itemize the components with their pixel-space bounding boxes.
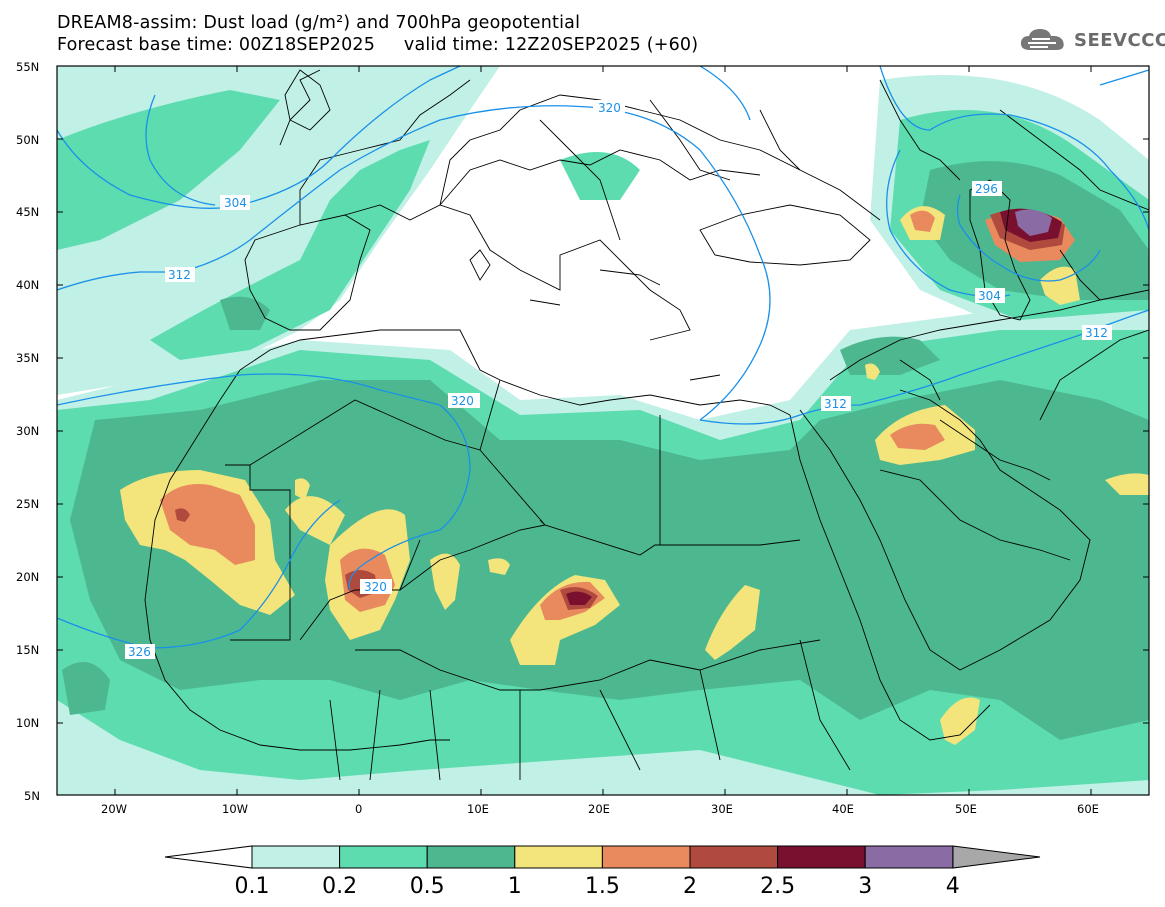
contour-label: 320 [364, 580, 387, 594]
cloud-icon [1020, 29, 1064, 50]
lat-label: 35N [16, 351, 39, 365]
contour-label: 320 [598, 101, 621, 115]
lat-label: 20N [16, 570, 39, 584]
contour-label: 304 [978, 289, 1001, 303]
lon-label: 50E [955, 802, 977, 816]
lat-label: 50N [16, 133, 39, 147]
lat-label: 55N [16, 60, 39, 74]
lon-label: 30E [711, 802, 733, 816]
lon-label: 60E [1077, 802, 1099, 816]
lat-label: 5N [24, 789, 40, 803]
contour-label: 312 [168, 268, 191, 282]
longitude-axis: 20W 10W 0 10E 20E 30E 40E 50E 60E [101, 66, 1099, 816]
contour-label: 304 [224, 196, 247, 210]
logo-text: SEEVCCC [1074, 29, 1165, 51]
lat-label: 45N [16, 205, 39, 219]
lon-label: 20E [588, 802, 610, 816]
lat-label: 10N [16, 716, 39, 730]
coastlines-borders [144, 69, 1149, 781]
lon-label: 10W [222, 802, 248, 816]
dust-level-3 [1015, 209, 1052, 236]
contour-label: 326 [128, 645, 151, 659]
contour-label: 312 [824, 397, 847, 411]
contour-label: 312 [1085, 326, 1108, 340]
contour-label: 296 [975, 182, 998, 196]
geopotential-contours [57, 66, 1149, 649]
lon-label: 0 [355, 802, 362, 816]
lat-label: 15N [16, 643, 39, 657]
seevccc-logo: SEEVCCC [1018, 26, 1165, 54]
latitude-axis: 55N 50N 45N 40N 35N 30N 25N 20N 15N 10N … [16, 60, 1149, 803]
lon-label: 10E [467, 802, 489, 816]
lon-label: 40E [832, 802, 854, 816]
contour-labels: 320 304 312 320 320 326 296 304 312 312 [125, 100, 1112, 659]
lat-label: 40N [16, 278, 39, 292]
contour-label: 320 [451, 394, 474, 408]
forecast-time-line: Forecast base time: 00Z18SEP2025 valid t… [57, 35, 699, 55]
lat-label: 30N [16, 424, 39, 438]
lat-label: 25N [16, 497, 39, 511]
lon-label: 20W [101, 802, 127, 816]
map-title: DREAM8-assim: Dust load (g/m²) and 700hP… [57, 13, 581, 33]
